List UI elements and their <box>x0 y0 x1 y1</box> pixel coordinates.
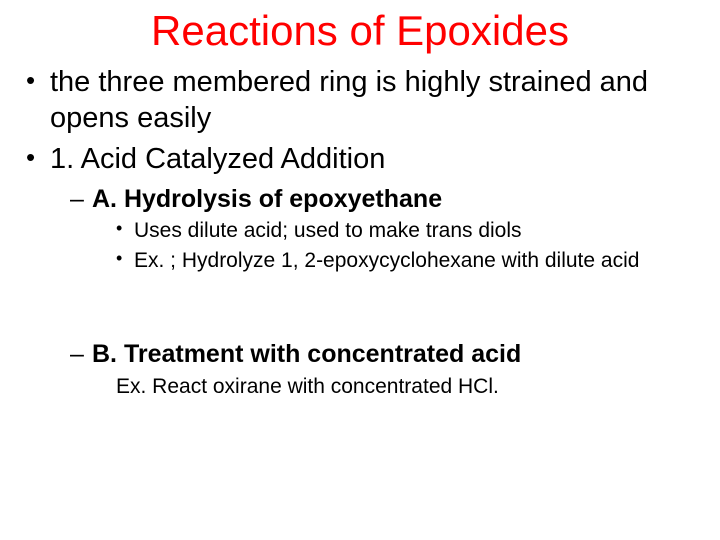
bullet-concentrated-acid-text: B. Treatment with concentrated acid <box>92 340 521 368</box>
bullet-hydrolysis-text: A. Hydrolysis of epoxyethane <box>92 185 442 213</box>
bullet-dilute-acid: Uses dilute acid; used to make trans dio… <box>116 217 702 244</box>
bullet-list-level1: the three membered ring is highly strain… <box>18 64 702 400</box>
bullet-acid-catalyzed-text: 1. Acid Catalyzed Addition <box>50 143 385 175</box>
bullet-list-level3a: Uses dilute acid; used to make trans dio… <box>92 217 702 274</box>
bullet-strained-ring: the three membered ring is highly strain… <box>26 64 702 137</box>
slide-title: Reactions of Epoxides <box>18 8 702 54</box>
bullet-list-level2: A. Hydrolysis of epoxyethane Uses dilute… <box>50 183 702 274</box>
bullet-hydrolysis: A. Hydrolysis of epoxyethane Uses dilute… <box>70 183 702 274</box>
slide: Reactions of Epoxides the three membered… <box>0 0 720 540</box>
bullet-concentrated-acid: B. Treatment with concentrated acid Ex. … <box>70 338 702 400</box>
spacer <box>50 276 702 332</box>
bullet-ex-hydrolyze: Ex. ; Hydrolyze 1, 2-epoxycyclohexane wi… <box>116 247 702 274</box>
bullet-acid-catalyzed: 1. Acid Catalyzed Addition A. Hydrolysis… <box>26 141 702 400</box>
bullet-list-level2b: B. Treatment with concentrated acid Ex. … <box>50 338 702 400</box>
bullet-ex-oxirane: Ex. React oxirane with concentrated HCl. <box>92 373 702 400</box>
